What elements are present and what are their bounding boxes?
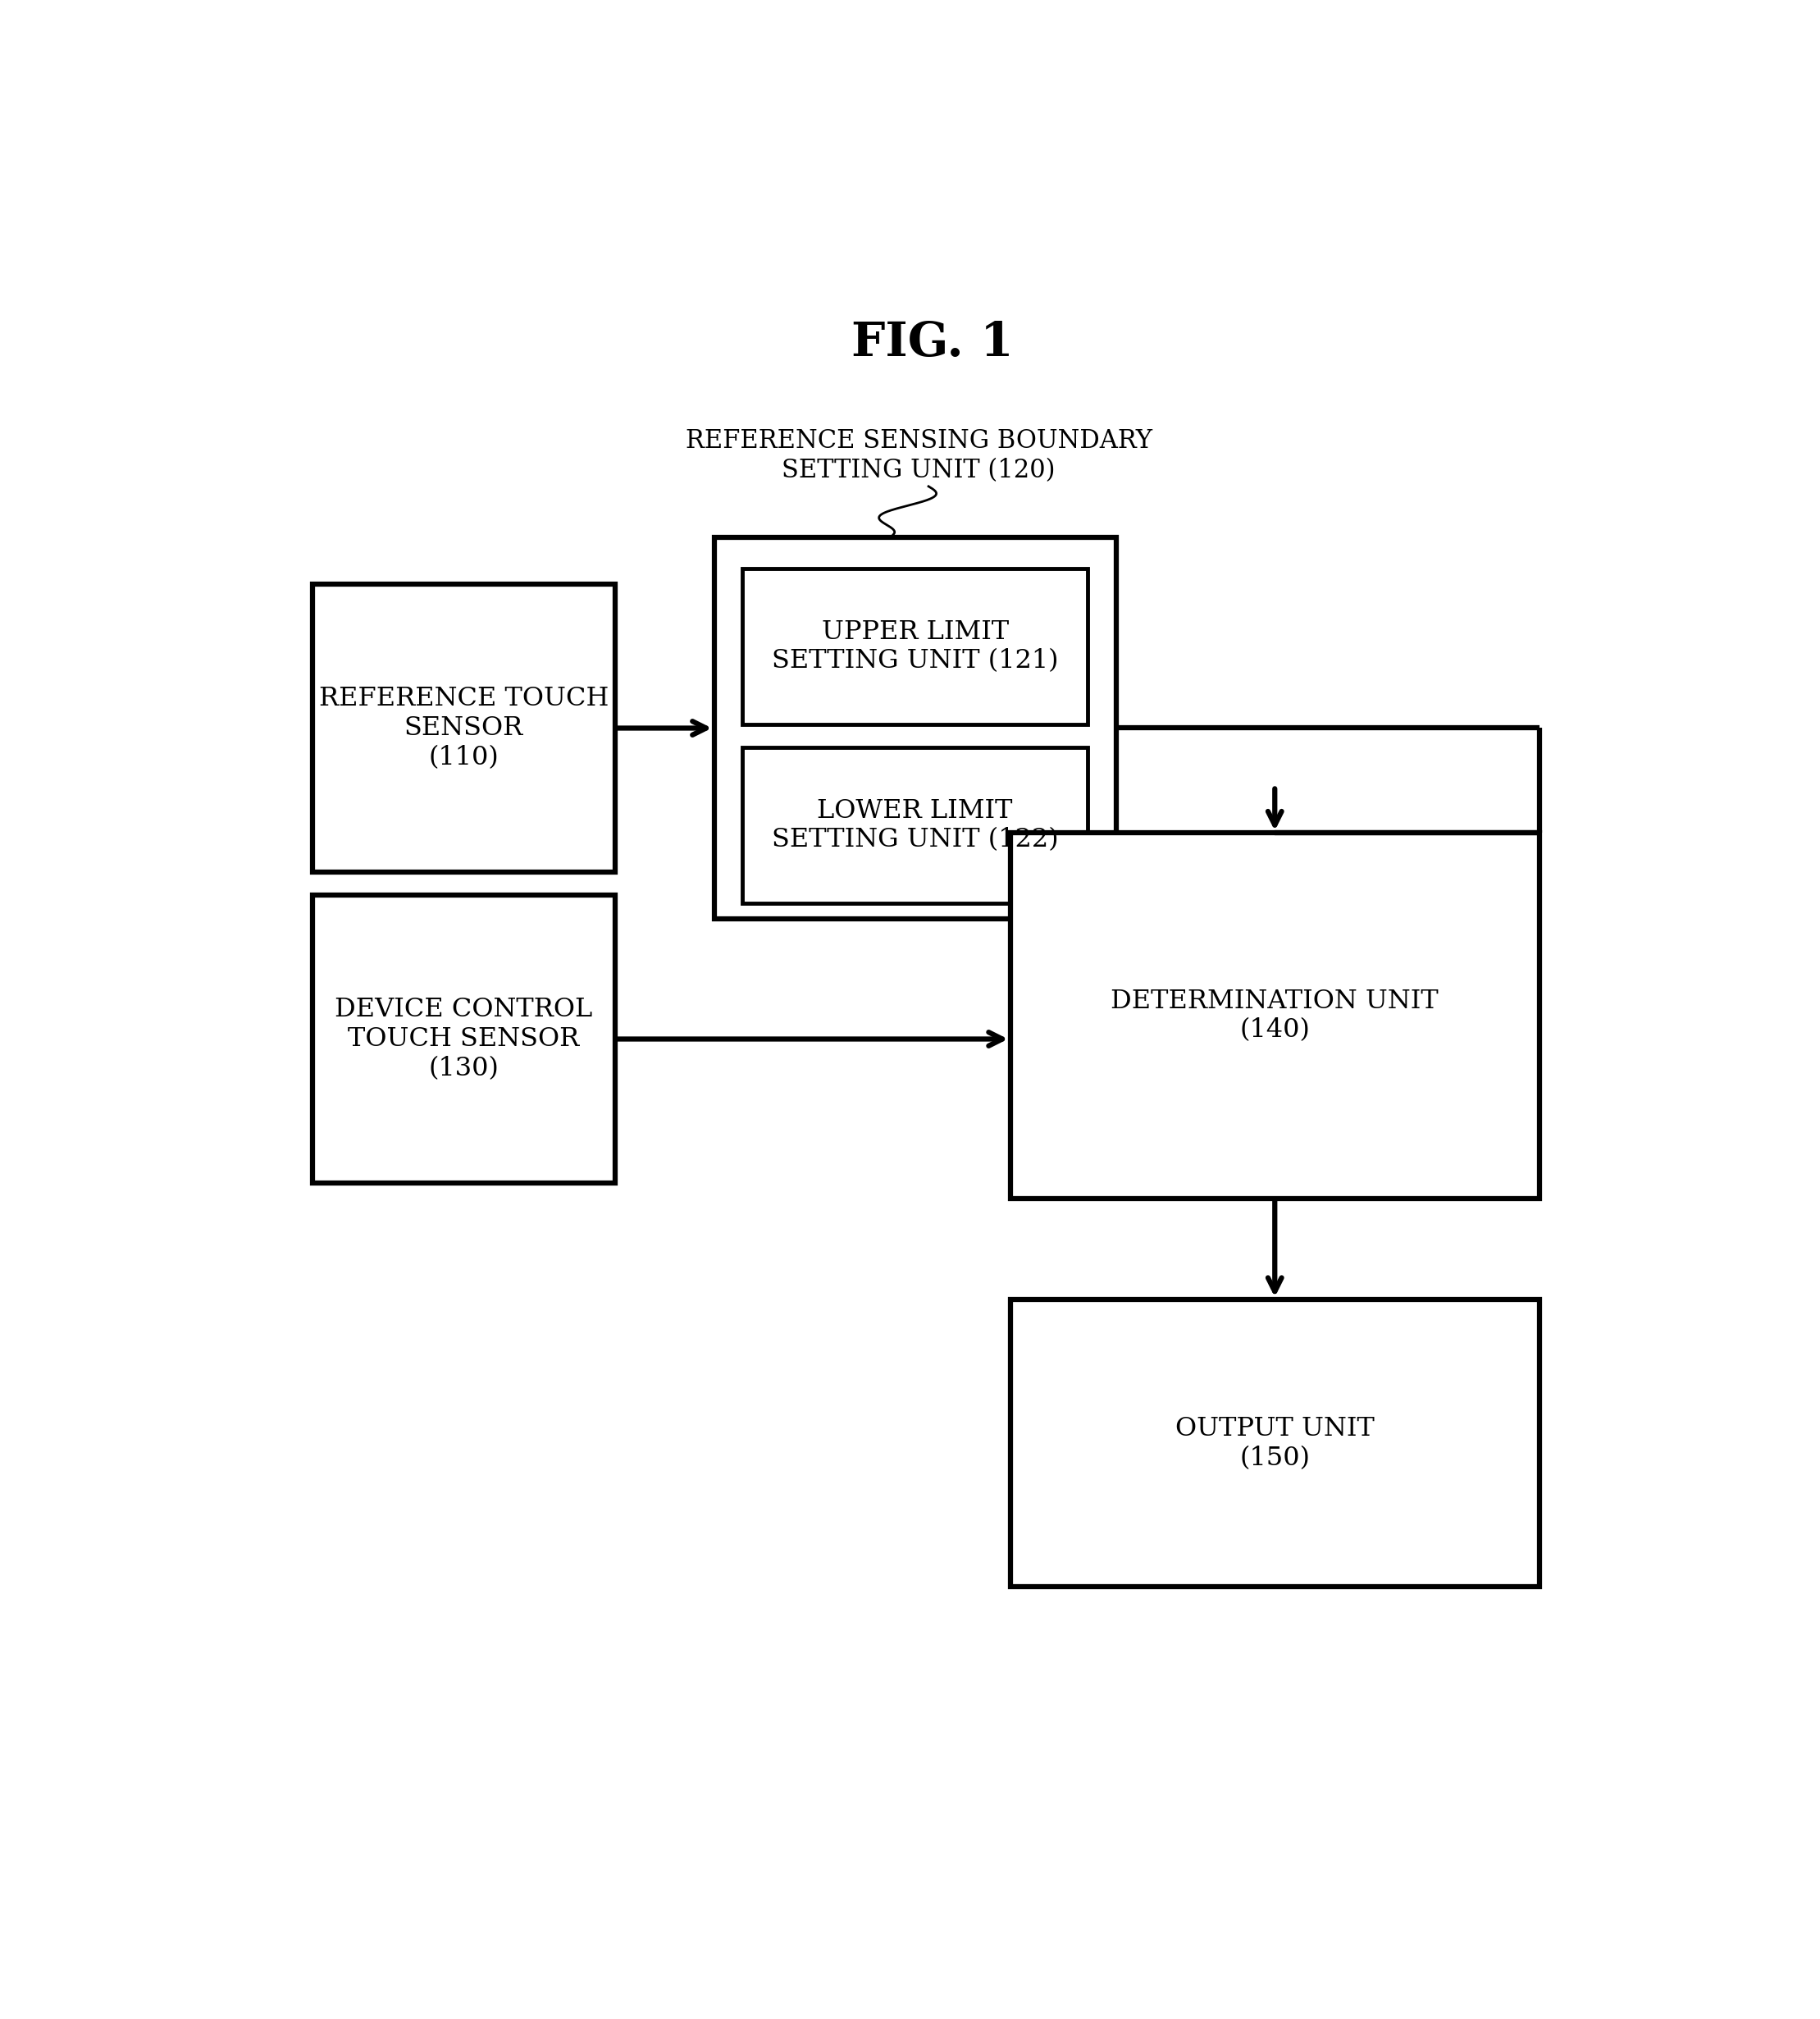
Text: REFERENCE TOUCH
SENSOR
(110): REFERENCE TOUCH SENSOR (110) — [318, 686, 608, 769]
Text: FIG. 1: FIG. 1 — [852, 321, 1014, 365]
Text: UPPER LIMIT
SETTING UNIT (121): UPPER LIMIT SETTING UNIT (121) — [772, 620, 1059, 674]
FancyBboxPatch shape — [313, 583, 615, 872]
FancyBboxPatch shape — [743, 569, 1088, 725]
FancyBboxPatch shape — [1010, 1300, 1540, 1587]
FancyBboxPatch shape — [743, 747, 1088, 902]
Text: OUTPUT UNIT
(150): OUTPUT UNIT (150) — [1176, 1415, 1374, 1470]
Text: LOWER LIMIT
SETTING UNIT (122): LOWER LIMIT SETTING UNIT (122) — [772, 798, 1059, 852]
Text: REFERENCE SENSING BOUNDARY
SETTING UNIT (120): REFERENCE SENSING BOUNDARY SETTING UNIT … — [686, 428, 1152, 483]
FancyBboxPatch shape — [313, 894, 615, 1183]
FancyBboxPatch shape — [1010, 834, 1540, 1199]
FancyBboxPatch shape — [713, 537, 1116, 919]
Text: DEVICE CONTROL
TOUCH SENSOR
(130): DEVICE CONTROL TOUCH SENSOR (130) — [335, 997, 593, 1080]
Text: DETERMINATION UNIT
(140): DETERMINATION UNIT (140) — [1110, 989, 1440, 1044]
